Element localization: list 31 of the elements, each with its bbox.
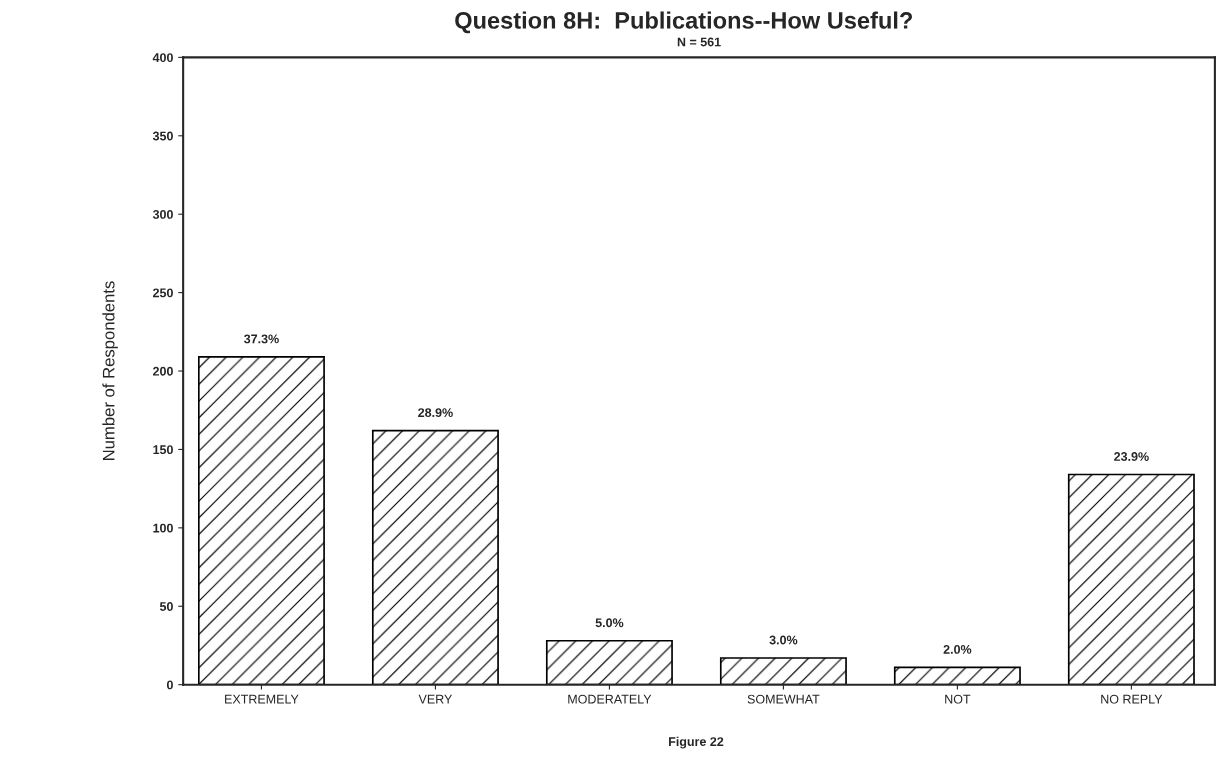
x-tick-label: SOMEWHAT [747,694,820,704]
y-tick-label: 300 [152,210,173,219]
y-tick-label: 200 [153,366,173,376]
chart-title: Question 8H: Publications--How Useful? [455,11,912,34]
x-tick-label: VERY [418,694,453,704]
bar [197,356,325,685]
bar [545,639,673,685]
bar [1067,473,1195,685]
y-tick-label: 50 [159,602,173,611]
x-tick-label: NO REPLY [1101,694,1163,704]
y-tick-label: 0 [166,680,173,690]
bar [893,666,1021,685]
bar [371,429,499,685]
annotation: 37.3% [244,334,279,344]
x-tick-label: NOT [945,694,971,704]
caption: Figure 22 [669,736,724,749]
x-tick-label: EXTREMELY [225,694,299,704]
chart-subtitle: N = 561 [677,37,721,47]
annotation: 28.9% [418,408,453,418]
x-tick-label: MODERATELY [568,694,652,704]
y-tick-label: 100 [153,523,173,533]
y-tick-label: 250 [153,288,173,298]
y-axis-title: Number of Respondents [102,281,118,460]
bar [719,657,847,685]
y-tick-label: 400 [152,53,173,63]
annotation: 5.0% [595,618,624,628]
annotation: 23.9% [1114,452,1149,461]
annotation: 3.0% [769,635,798,645]
annotation: 2.0% [943,644,972,654]
y-tick-label: 150 [153,445,173,455]
y-tick-label: 350 [152,131,173,141]
